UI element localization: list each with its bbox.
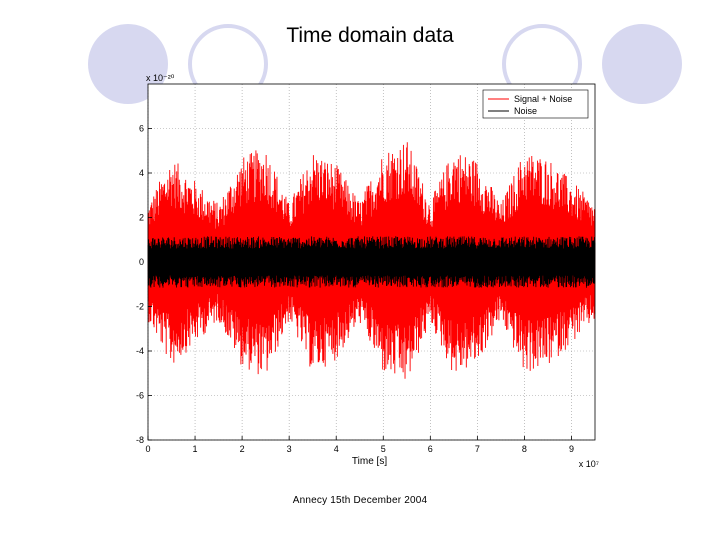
x-tick-label: 3 xyxy=(287,444,292,454)
x-axis-multiplier: x 10⁷ xyxy=(579,459,599,469)
decorative-circle xyxy=(602,24,682,104)
y-axis-multiplier: x 10⁻²⁰ xyxy=(146,73,175,83)
x-tick-label: 2 xyxy=(240,444,245,454)
x-tick-label: 1 xyxy=(193,444,198,454)
y-tick-label: -4 xyxy=(136,346,144,356)
y-tick-label: -8 xyxy=(136,435,144,445)
y-tick-label: -2 xyxy=(136,302,144,312)
x-tick-label: 0 xyxy=(145,444,150,454)
y-tick-label: 6 xyxy=(139,124,144,134)
slide-footer: Annecy 15th December 2004 xyxy=(292,495,428,506)
legend-entry: Signal + Noise xyxy=(514,94,572,104)
slide-title: Time domain data xyxy=(286,24,454,47)
series-trace-noise xyxy=(147,236,596,288)
x-tick-label: 9 xyxy=(569,444,574,454)
y-tick-label: -6 xyxy=(136,391,144,401)
y-tick-label: 4 xyxy=(139,168,144,178)
series-trace-signal-noise xyxy=(147,142,596,379)
x-tick-label: 8 xyxy=(522,444,527,454)
legend-box xyxy=(482,89,589,119)
y-tick-label: 2 xyxy=(139,213,144,223)
x-tick-label: 6 xyxy=(428,444,433,454)
x-axis-label: Time [s] xyxy=(352,456,387,467)
legend-entry: Noise xyxy=(514,106,537,116)
y-tick-label: 0 xyxy=(139,257,144,267)
x-tick-label: 4 xyxy=(334,444,339,454)
x-tick-label: 5 xyxy=(381,444,386,454)
x-tick-label: 7 xyxy=(475,444,480,454)
